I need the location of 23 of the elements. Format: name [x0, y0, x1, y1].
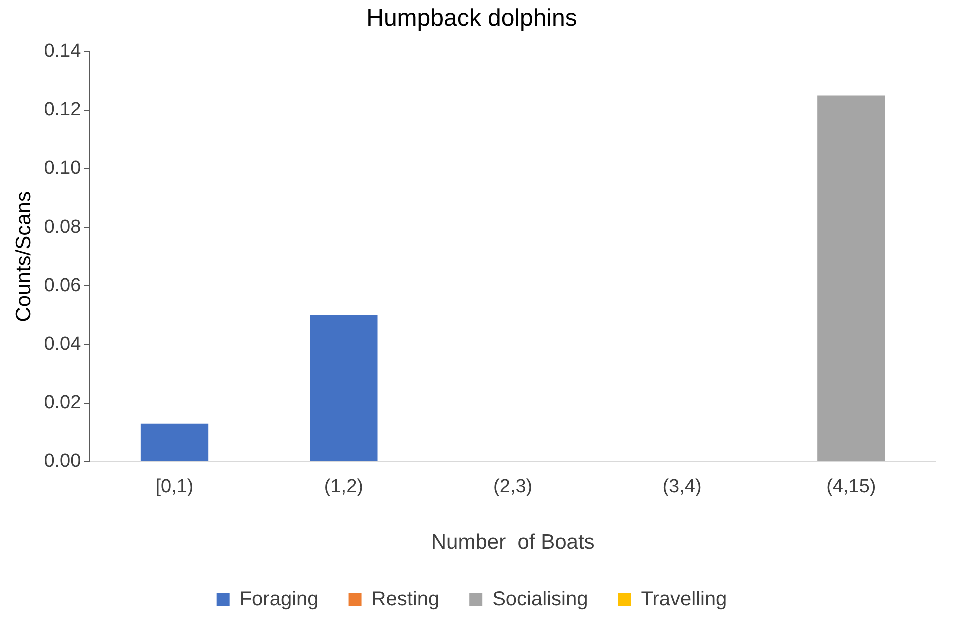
x-axis-title: Number of Boats	[431, 531, 595, 554]
y-tick-label: 0.02	[44, 392, 82, 414]
y-tick-label: 0.10	[44, 158, 82, 180]
legend-label: Socialising	[492, 588, 588, 611]
y-axis-title: Counts/Scans	[12, 192, 36, 322]
legend-label: Travelling	[641, 588, 728, 611]
bar	[818, 96, 886, 462]
bar	[310, 316, 378, 462]
x-tick-label: (2,3)	[494, 476, 533, 498]
bar	[140, 424, 209, 462]
y-tick-label: 0.06	[44, 275, 82, 296]
y-tick-label: 0.12	[44, 100, 82, 121]
y-tick-label: 0.00	[44, 451, 82, 472]
x-tick-label: (4,15)	[826, 476, 876, 498]
legend-label: Resting	[372, 588, 440, 611]
legend-label: Foraging	[240, 588, 319, 611]
x-tick-label: [0,1)	[156, 476, 194, 498]
x-tick-label: (1,2)	[324, 476, 364, 498]
y-tick-label: 0.04	[44, 334, 82, 356]
chart-title: Humpback dolphins	[366, 5, 578, 32]
y-tick-label: 0.08	[44, 216, 82, 238]
x-tick-label: (3,4)	[662, 476, 702, 498]
y-tick-label: 0.14	[44, 41, 82, 62]
